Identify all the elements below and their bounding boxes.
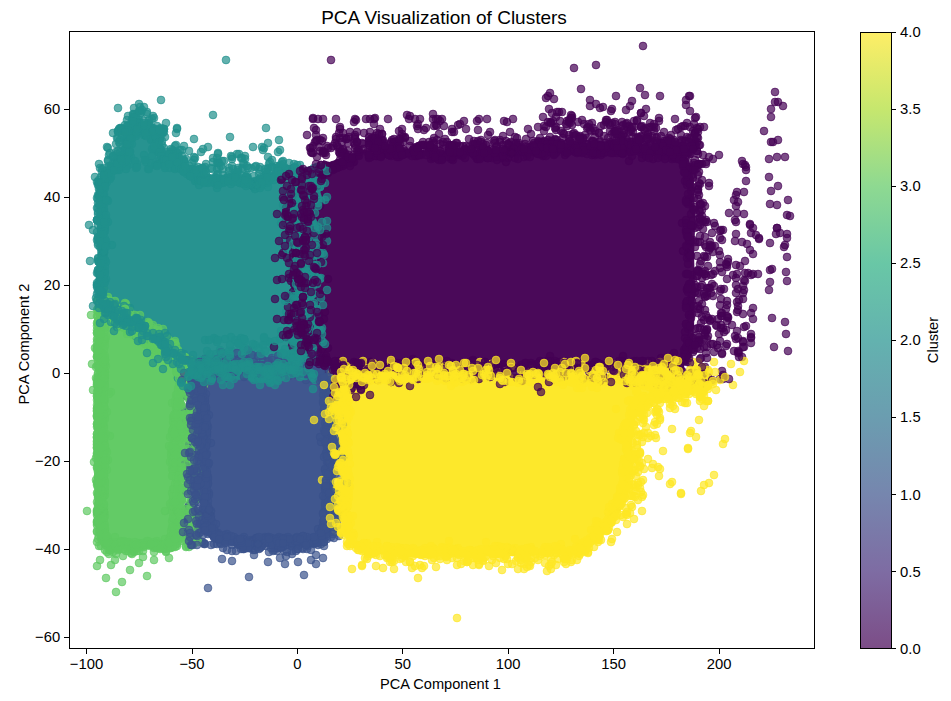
svg-text:20: 20: [44, 277, 60, 293]
svg-text:1.5: 1.5: [900, 409, 921, 425]
svg-text:100: 100: [496, 656, 521, 672]
svg-text:−60: −60: [35, 629, 60, 645]
svg-text:60: 60: [44, 101, 60, 117]
svg-text:40: 40: [44, 189, 60, 205]
svg-text:PCA Component 1: PCA Component 1: [380, 676, 501, 692]
svg-text:3.0: 3.0: [900, 178, 921, 194]
svg-text:PCA Visualization of Clusters: PCA Visualization of Clusters: [321, 7, 567, 28]
svg-text:0: 0: [293, 656, 301, 672]
svg-text:−40: −40: [35, 541, 60, 557]
svg-text:1.0: 1.0: [900, 487, 921, 503]
svg-text:3.5: 3.5: [900, 101, 921, 117]
svg-text:Cluster: Cluster: [925, 317, 941, 363]
svg-text:2.0: 2.0: [900, 332, 921, 348]
svg-text:−50: −50: [179, 656, 204, 672]
svg-text:0.0: 0.0: [900, 641, 921, 657]
svg-text:0: 0: [52, 365, 60, 381]
svg-text:−100: −100: [70, 656, 103, 672]
svg-text:200: 200: [707, 656, 732, 672]
svg-text:4.0: 4.0: [900, 24, 921, 40]
svg-text:2.5: 2.5: [900, 255, 921, 271]
svg-text:50: 50: [395, 656, 411, 672]
svg-text:0.5: 0.5: [900, 564, 921, 580]
svg-text:PCA Component 2: PCA Component 2: [16, 284, 32, 405]
svg-text:−20: −20: [35, 453, 60, 469]
svg-text:150: 150: [601, 656, 626, 672]
